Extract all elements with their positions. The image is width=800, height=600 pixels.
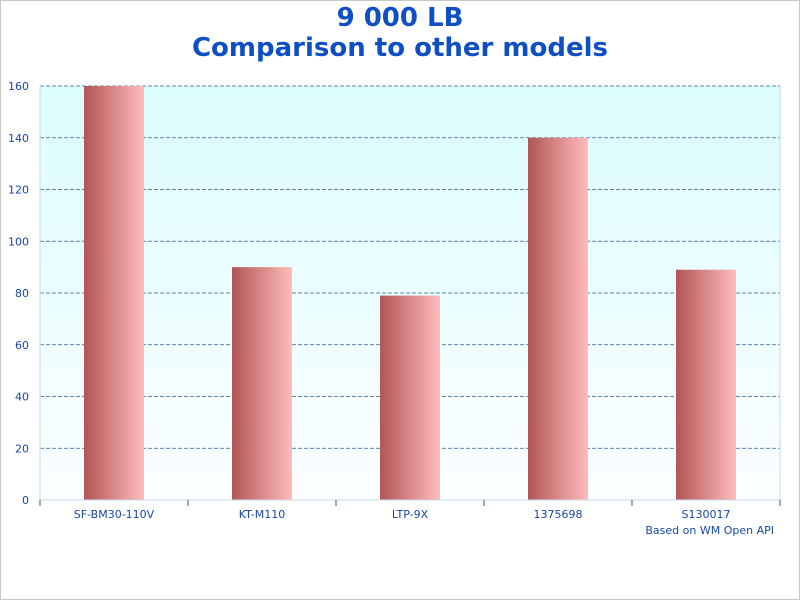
bar-s130017 (676, 269, 736, 500)
y-axis-tick-labels: 0 20 40 60 80 100 120 140 160 (8, 80, 29, 507)
y-tick-label: 80 (15, 287, 29, 300)
x-tick-label: KT-M110 (239, 508, 286, 521)
y-tick-label: 140 (8, 132, 29, 145)
y-tick-label: 120 (8, 184, 29, 197)
x-tick-label: S130017 (682, 508, 731, 521)
x-axis-tick-labels: SF-BM30-110V KT-M110 LTP-9X 1375698 S130017 (74, 508, 731, 521)
axes (39, 86, 781, 506)
bar-kt-m110 (232, 267, 292, 500)
x-tick-label: SF-BM30-110V (74, 508, 155, 521)
y-tick-label: 100 (8, 235, 29, 248)
x-tick-label: LTP-9X (392, 508, 429, 521)
y-tick-label: 40 (15, 391, 29, 404)
y-tick-label: 60 (15, 339, 29, 352)
y-tick-label: 20 (15, 442, 29, 455)
x-tick-label: 1375698 (534, 508, 583, 521)
bar-ltp-9x (380, 295, 440, 500)
bar-1375698 (528, 137, 588, 500)
y-tick-label: 160 (8, 80, 29, 93)
chart-title: 9 000 LB (336, 3, 464, 33)
data-source-credit: Based on WM Open API (645, 524, 774, 537)
bar-sf-bm30-110v (84, 86, 144, 500)
chart-subtitle: Comparison to other models (191, 33, 609, 63)
y-tick-label: 0 (22, 494, 29, 507)
bars (84, 86, 736, 500)
